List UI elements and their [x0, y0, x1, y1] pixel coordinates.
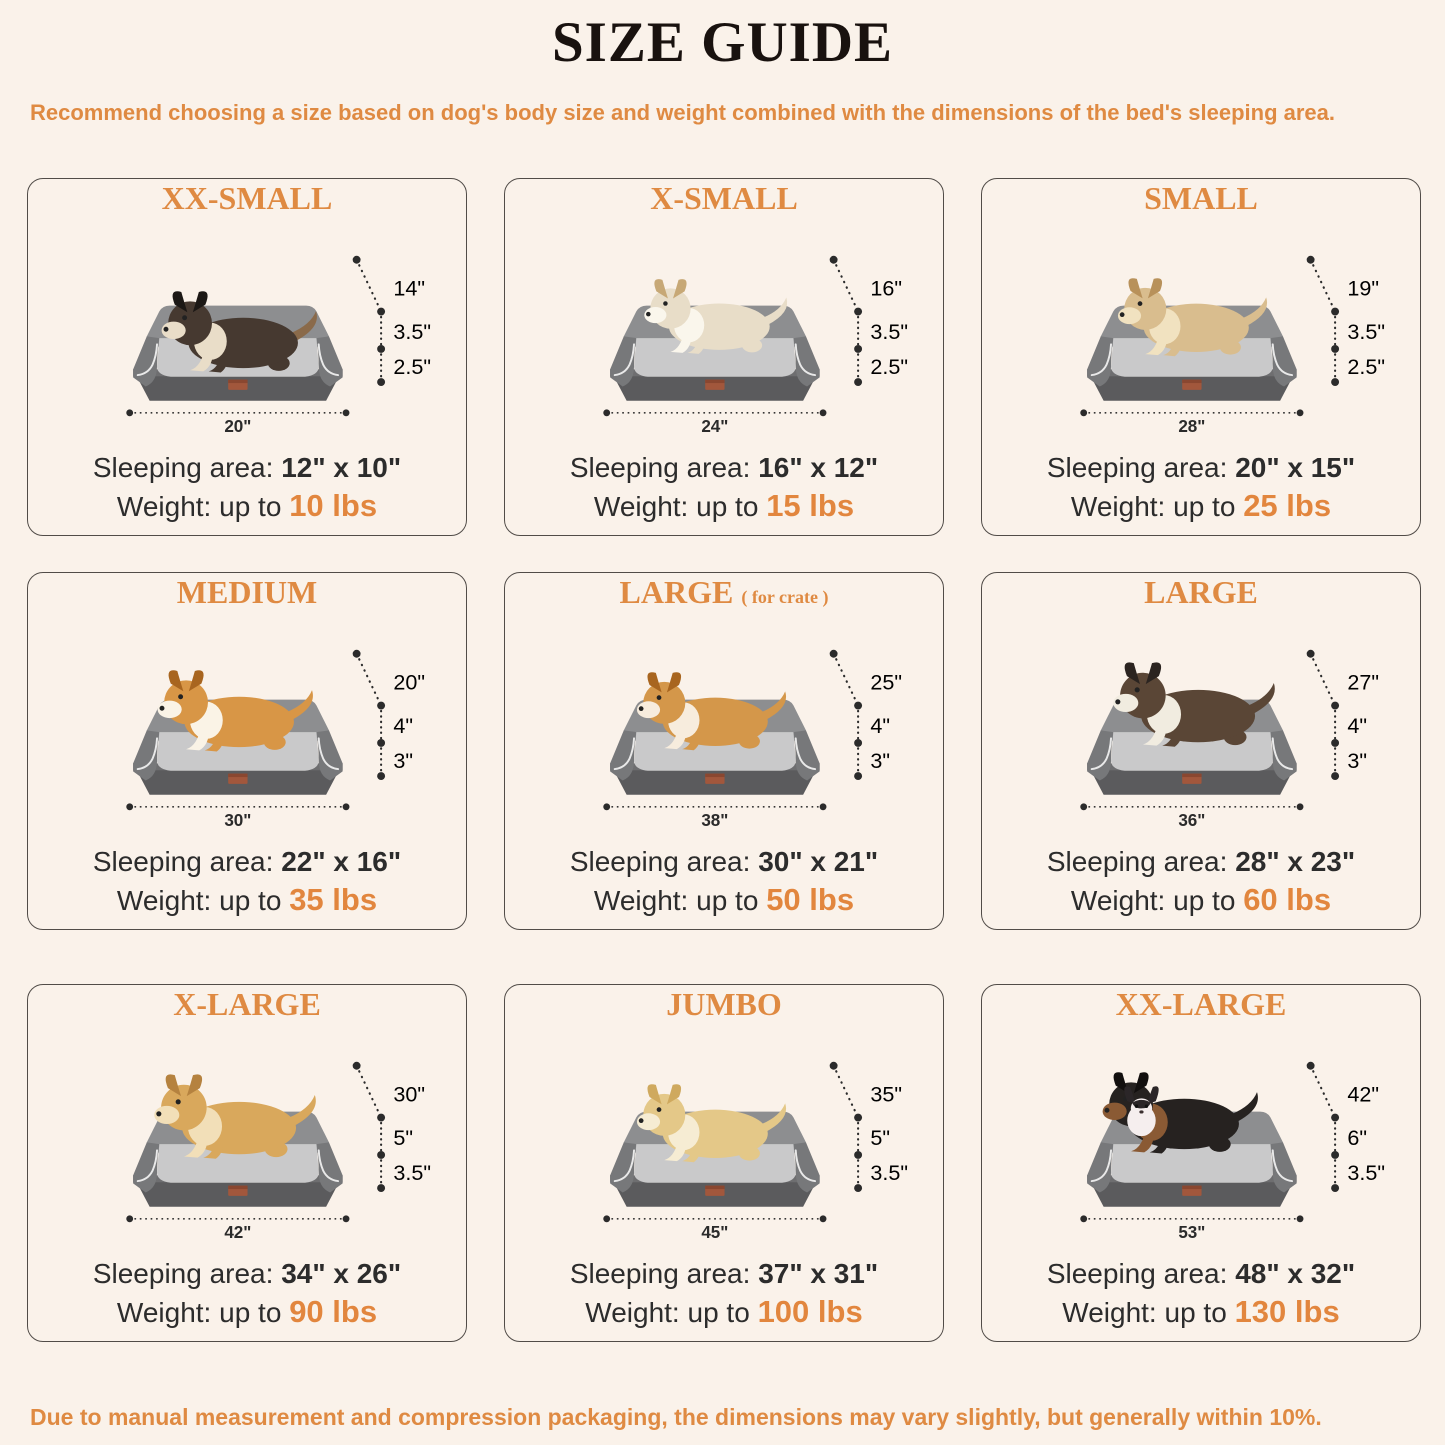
svg-text:30": 30": [393, 1081, 425, 1106]
svg-text:19": 19": [1347, 275, 1379, 300]
svg-text:20": 20": [225, 417, 252, 434]
svg-text:14": 14": [393, 275, 425, 300]
svg-text:27": 27": [1347, 669, 1379, 694]
svg-text:45": 45": [702, 1223, 729, 1240]
svg-text:3.5": 3.5": [870, 1160, 908, 1185]
svg-text:6": 6": [1347, 1125, 1367, 1150]
svg-text:3": 3": [870, 748, 890, 773]
svg-text:2.5": 2.5": [870, 354, 908, 379]
svg-text:30": 30": [225, 811, 252, 828]
svg-text:3.5": 3.5": [393, 319, 431, 344]
svg-text:3.5": 3.5": [870, 319, 908, 344]
svg-text:4": 4": [870, 713, 890, 738]
svg-text:5": 5": [870, 1125, 890, 1150]
svg-text:3.5": 3.5": [1347, 1160, 1385, 1185]
svg-text:28": 28": [1179, 417, 1206, 434]
svg-text:2.5": 2.5": [1347, 354, 1385, 379]
svg-text:24": 24": [702, 417, 729, 434]
svg-text:4": 4": [393, 713, 413, 738]
svg-text:20": 20": [393, 669, 425, 694]
svg-text:35": 35": [870, 1081, 902, 1106]
svg-text:42": 42": [225, 1223, 252, 1240]
svg-text:2.5": 2.5": [393, 354, 431, 379]
svg-text:36": 36": [1179, 811, 1206, 828]
svg-text:53": 53": [1179, 1223, 1206, 1240]
svg-text:3.5": 3.5": [393, 1160, 431, 1185]
svg-text:25": 25": [870, 669, 902, 694]
svg-text:3.5": 3.5": [1347, 319, 1385, 344]
svg-text:5": 5": [393, 1125, 413, 1150]
svg-text:42": 42": [1347, 1081, 1379, 1106]
svg-text:38": 38": [702, 811, 729, 828]
svg-text:3": 3": [1347, 748, 1367, 773]
svg-text:16": 16": [870, 275, 902, 300]
svg-text:4": 4": [1347, 713, 1367, 738]
svg-text:3": 3": [393, 748, 413, 773]
